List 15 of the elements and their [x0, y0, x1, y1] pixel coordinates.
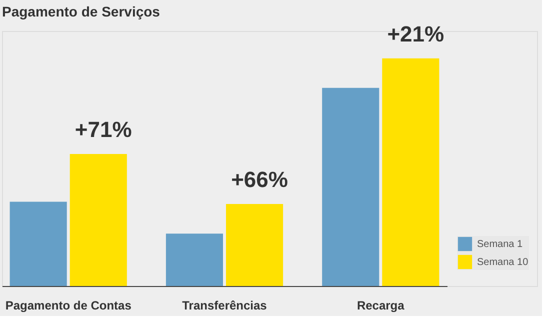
annotation: +21%: [387, 21, 444, 46]
annotation: +71%: [74, 116, 132, 142]
bar: [10, 202, 67, 286]
legend-label: Semana 10: [477, 257, 529, 268]
x-tick-label: Recarga: [356, 298, 405, 312]
bar: [70, 154, 127, 286]
legend-label: Semana 1: [477, 239, 524, 250]
annotation: +66%: [231, 167, 288, 192]
x-tick-label: Transferências: [182, 298, 268, 312]
x-tick-label: Pagamento de Contas: [5, 298, 132, 312]
chart-title: Pagamento de Serviços: [2, 3, 160, 20]
bar: [226, 204, 284, 286]
bar: [322, 88, 380, 286]
bar: [166, 234, 223, 286]
bar: [382, 58, 440, 286]
